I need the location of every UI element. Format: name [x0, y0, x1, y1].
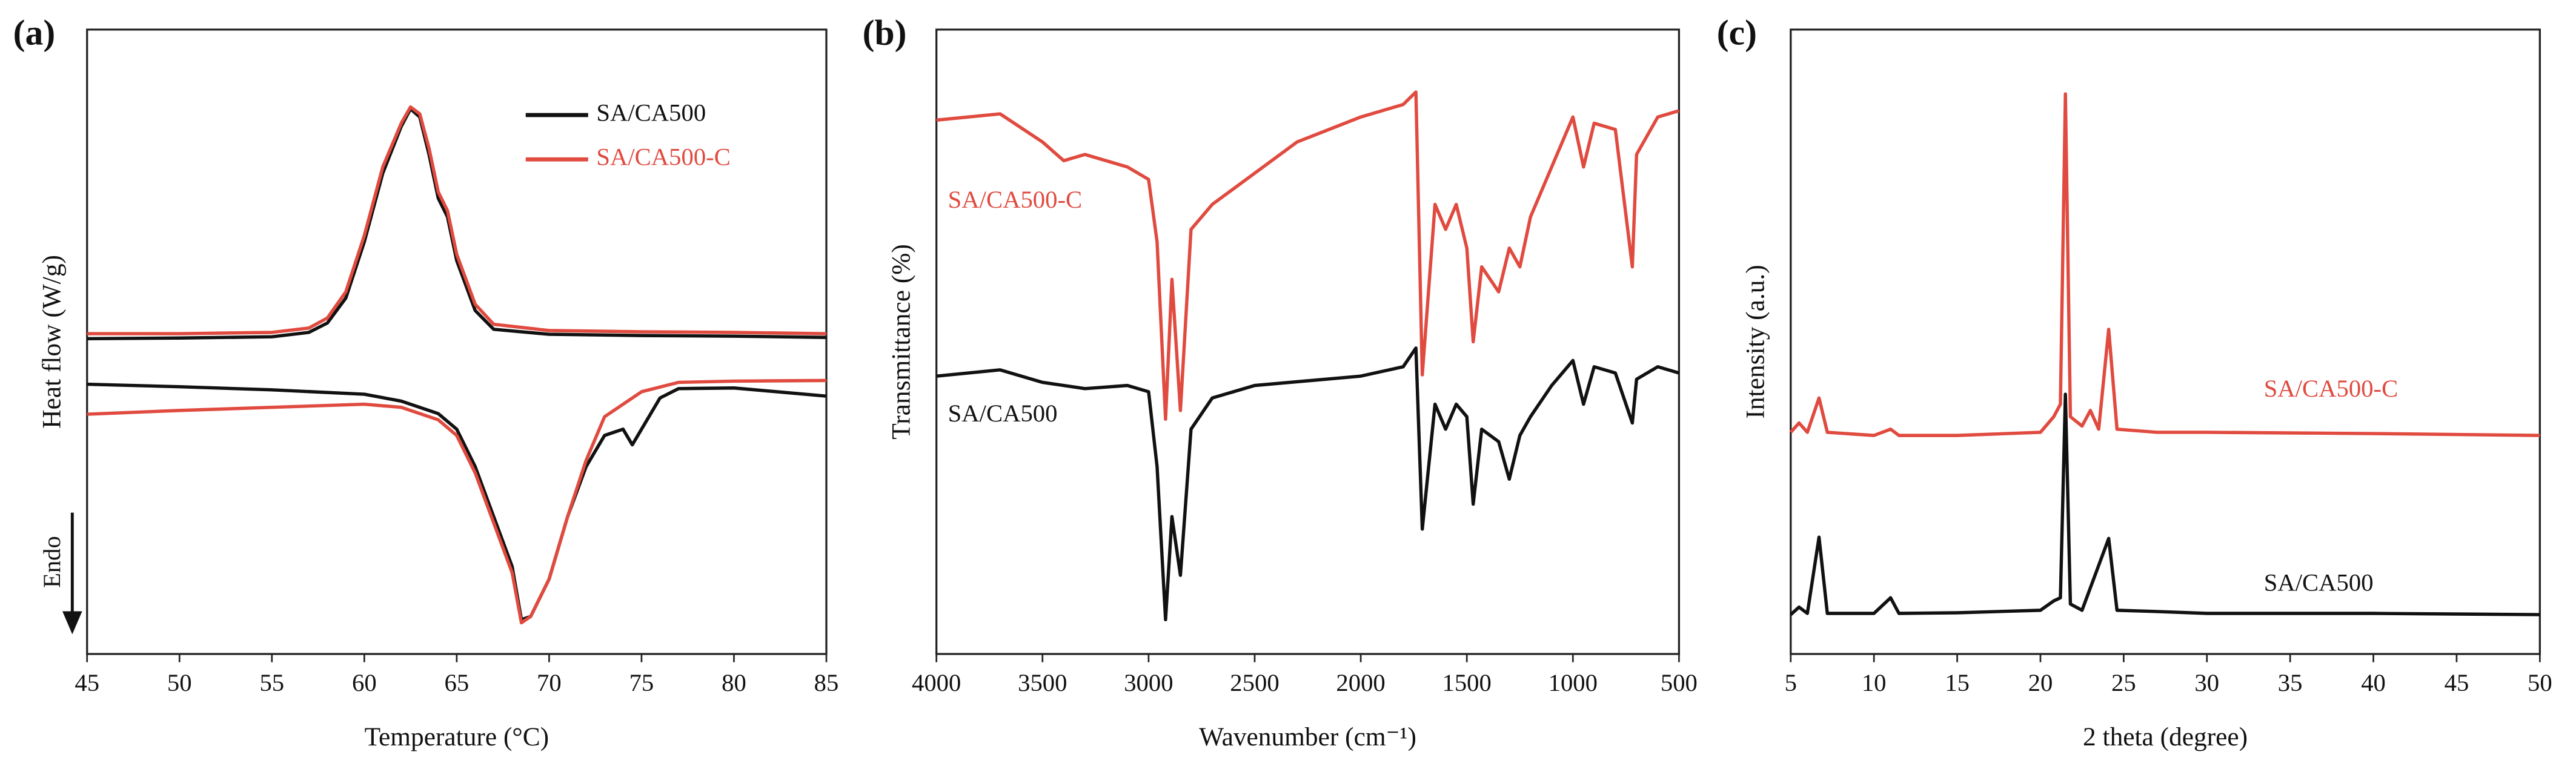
x-tick-label: 85 [814, 669, 839, 696]
series-label: SA/CA500-C [948, 186, 1082, 213]
x-tick-label: 2500 [1230, 669, 1279, 696]
x-tick-label: 15 [1945, 669, 1970, 696]
plot-frame [86, 28, 828, 655]
x-tick-label: 80 [722, 669, 746, 696]
x-tick-label: 2000 [1336, 669, 1385, 696]
x-axis-title: 2 theta (degree) [2083, 722, 2248, 751]
x-axis-title: Wavenumber (cm⁻¹) [1199, 722, 1416, 751]
series-label: SA/CA500 [2264, 569, 2374, 596]
x-axis-title: Temperature (°C) [365, 722, 549, 751]
data-line [1789, 92, 2540, 437]
data-line [936, 346, 1680, 622]
x-tick-label: 70 [537, 669, 562, 696]
x-tick-label: 500 [1661, 669, 1698, 696]
x-tick-label: 60 [352, 669, 377, 696]
series-label: SA/CA500-C [2264, 375, 2398, 402]
plot-frame [1790, 28, 2541, 655]
x-tick-label: 30 [2194, 669, 2219, 696]
data-line [1789, 392, 2540, 616]
x-tick-label: 35 [2278, 669, 2303, 696]
panel-label: (b) [863, 12, 907, 52]
x-tick-label: 20 [2028, 669, 2053, 696]
x-tick-label: 1000 [1549, 669, 1598, 696]
plot-frame [935, 28, 1681, 655]
y-axis-title: Heat flow (W/g) [37, 255, 66, 429]
legend-label: SA/CA500-C [596, 144, 730, 171]
x-tick-label: 3000 [1124, 669, 1173, 696]
x-tick-label: 10 [1862, 669, 1887, 696]
x-tick-label: 5 [1785, 669, 1797, 696]
x-tick-label: 75 [629, 669, 654, 696]
y-axis-title: Intensity (a.u.) [1741, 265, 1770, 418]
x-tick-label: 45 [75, 669, 99, 696]
series-label: SA/CA500 [948, 400, 1058, 427]
x-tick-label: 1500 [1442, 669, 1492, 696]
x-tick-label: 25 [2111, 669, 2136, 696]
x-tick-label: 65 [445, 669, 470, 696]
x-tick-label: 3500 [1018, 669, 1067, 696]
data-line [87, 107, 827, 622]
annotation: Endo [38, 536, 65, 588]
x-tick-label: 50 [167, 669, 192, 696]
y-axis-title: Transmittance (%) [886, 244, 915, 440]
arrow-head [62, 611, 82, 635]
legend-label: SA/CA500 [596, 99, 706, 126]
panel-label: (a) [13, 12, 56, 52]
x-tick-label: 40 [2361, 669, 2386, 696]
x-tick-label: 4000 [912, 669, 961, 696]
x-tick-label: 45 [2445, 669, 2469, 696]
x-tick-label: 50 [2528, 669, 2552, 696]
data-line [936, 90, 1680, 421]
panel-label: (c) [1717, 12, 1757, 52]
data-line [87, 105, 827, 625]
x-tick-label: 55 [259, 669, 284, 696]
